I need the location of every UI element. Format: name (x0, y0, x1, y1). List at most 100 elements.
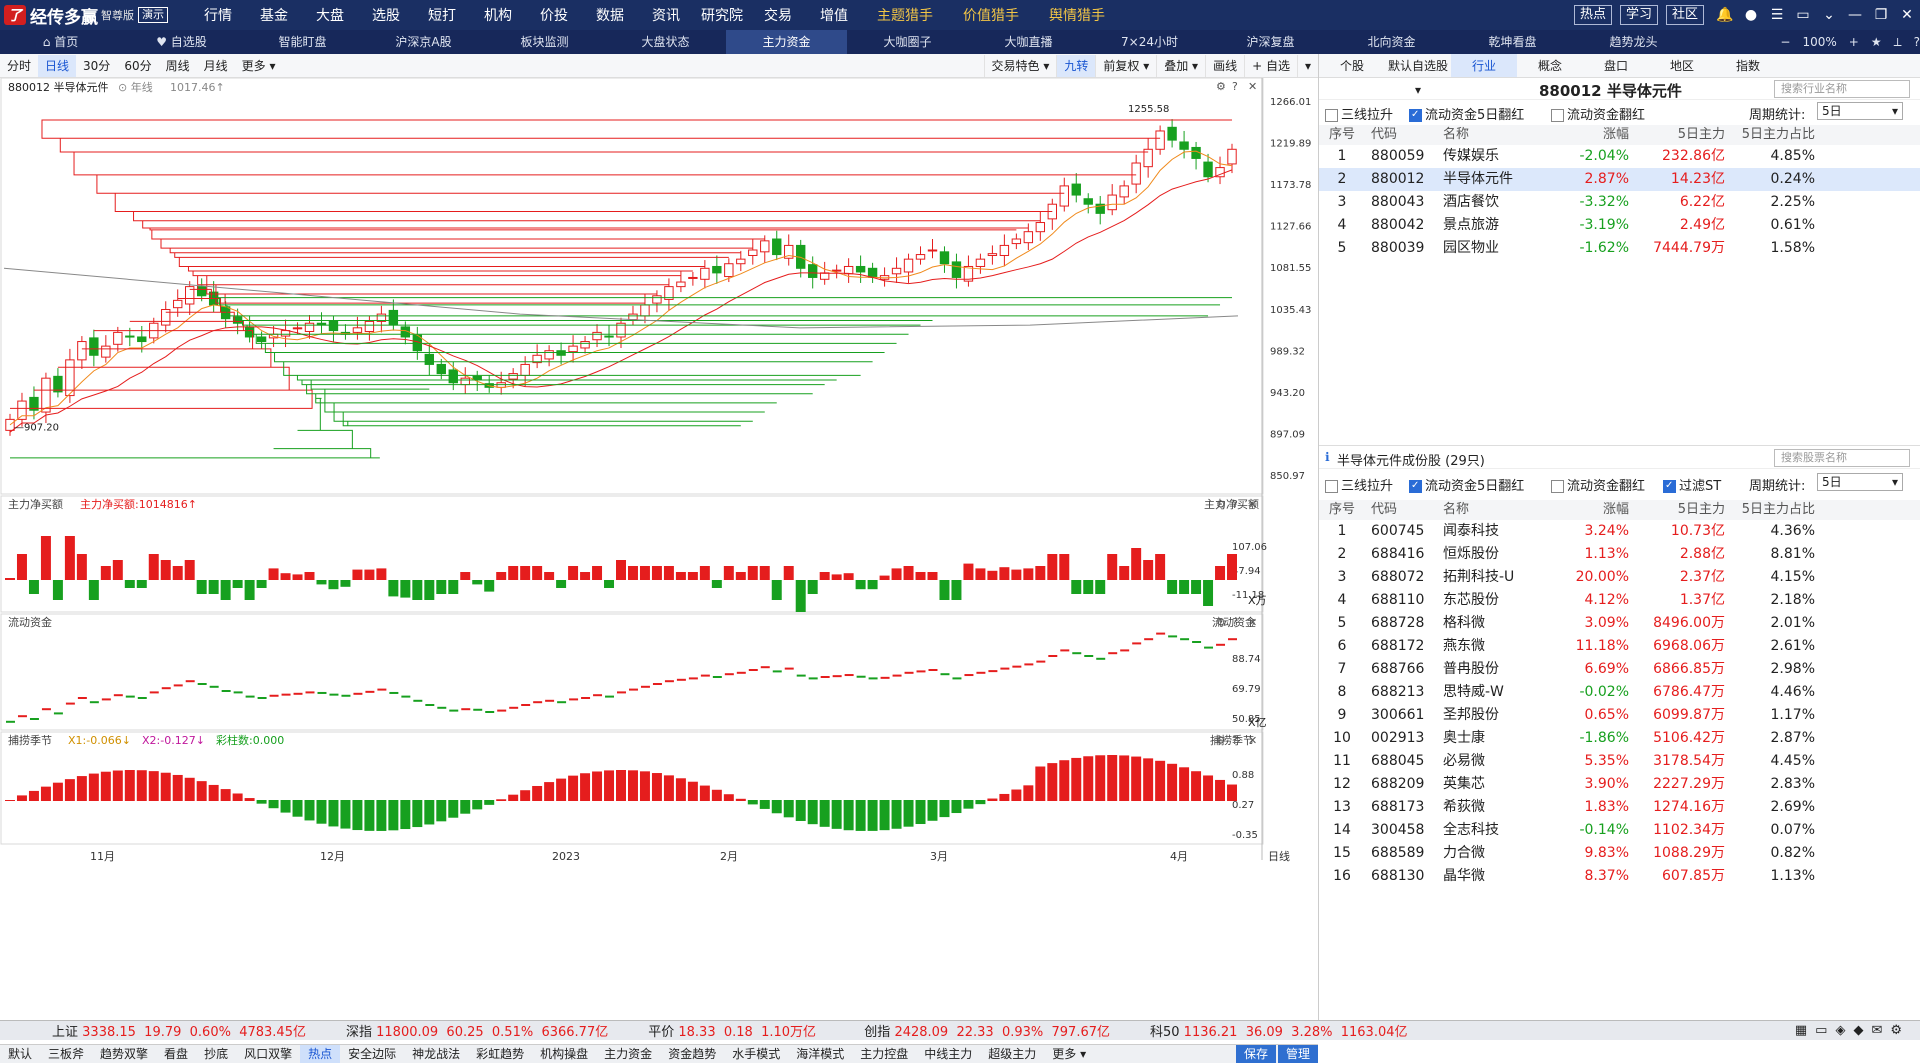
top-menu-item[interactable]: 行情 (204, 8, 232, 24)
table-row[interactable]: 7 688766 普冉股份 6.69% 6866.85万 2.98% (1319, 658, 1920, 681)
table-row[interactable]: 1 600745 闻泰科技 3.24% 10.73亿 4.36% (1319, 520, 1920, 543)
table-row[interactable]: 12 688209 英集芯 3.90% 2227.29万 2.83% (1319, 773, 1920, 796)
user-icon[interactable]: ● (1744, 7, 1758, 23)
sector-tab[interactable]: 指数 (1735, 59, 1760, 73)
chart-tool-button[interactable]: 画线 (1205, 55, 1244, 77)
indicator-tab[interactable]: 三板斧 (48, 1047, 85, 1061)
index-quote[interactable]: 深指 11800.09 60.25 0.51% 6366.77亿 (345, 1025, 609, 1040)
column-header[interactable]: 名称 (1443, 127, 1470, 142)
sector-tab[interactable]: 默认自选股 ▾ (1387, 59, 1448, 97)
index-quote[interactable]: 创指 2428.09 22.33 0.93% 797.67亿 (864, 1025, 1110, 1040)
chart-tool-button[interactable]: 交易特色 ▾ (983, 55, 1057, 77)
top-menu-item[interactable]: 数据 (596, 8, 624, 24)
period-tab[interactable]: 分时 (7, 58, 32, 73)
indicator-tab[interactable]: 趋势双擎 (100, 1047, 149, 1061)
index-quote[interactable]: 上证 3338.15 19.79 0.60% 4783.45亿 (52, 1025, 306, 1040)
top-menu-item[interactable]: 价投 (540, 8, 568, 24)
stock-filter-flow-5d[interactable]: 流动资金5日翻红 (1409, 475, 1524, 494)
top-menu-item[interactable]: 基金 (260, 8, 288, 24)
nav-item[interactable]: 大咖直播 (1004, 35, 1053, 49)
period-tab[interactable]: 60分 (124, 58, 152, 73)
close-icon[interactable]: ✕ (1901, 7, 1913, 23)
stock-filter-flow-red[interactable]: 流动资金翻红 (1551, 475, 1645, 494)
filter-flow-5d[interactable]: 流动资金5日翻红 (1409, 104, 1524, 123)
nav-item[interactable]: 沪深复盘 (1246, 35, 1295, 49)
nav-item[interactable]: ♥ 自选股 (156, 35, 207, 49)
sector-tab[interactable]: 行业 (1451, 54, 1517, 77)
top-menu-item-featured[interactable]: 舆情猎手 (1049, 8, 1105, 24)
zoom-out-icon[interactable]: − (1780, 35, 1791, 49)
column-header[interactable]: 代码 (1371, 502, 1398, 517)
table-row[interactable]: 3 688072 拓荆科技-U 20.00% 2.37亿 4.15% (1319, 566, 1920, 589)
table-row[interactable]: 3 880043 酒店餐饮 -3.32% 6.22亿 2.25% (1319, 191, 1920, 214)
help-icon[interactable]: ? (1913, 35, 1920, 49)
period-tab[interactable]: 日线 (38, 54, 77, 77)
top-menu-item[interactable]: 增值 (820, 8, 848, 24)
filter-flow-red[interactable]: 流动资金翻红 (1551, 104, 1645, 123)
nav-item[interactable]: 大盘状态 (641, 35, 690, 49)
stock-filter-three-line[interactable]: 三线拉升 (1325, 475, 1393, 494)
indicator-tab[interactable]: 主力资金 (604, 1047, 653, 1061)
layout-icon[interactable]: ▭ (1796, 7, 1810, 23)
table-row[interactable]: 16 688130 晶华微 8.37% 607.85万 1.13% (1319, 865, 1920, 888)
column-header[interactable]: 5日主力占比 (1741, 502, 1815, 517)
nav-item[interactable]: 趋势龙头 (1609, 35, 1658, 49)
indicator-tab[interactable]: 水手模式 (732, 1047, 781, 1061)
indicator-tab[interactable]: 默认 (8, 1047, 33, 1061)
stock-search-input[interactable]: 搜索股票名称 (1774, 449, 1910, 467)
indicator-tab[interactable]: 海洋模式 (796, 1047, 845, 1061)
menu-icon[interactable]: ☰ (1770, 7, 1784, 23)
indicator-tab[interactable]: 超级主力 (988, 1047, 1037, 1061)
period-select[interactable]: 5日 (1817, 102, 1903, 120)
sector-search-input[interactable]: 搜索行业名称 (1774, 80, 1910, 98)
table-row[interactable]: 13 688173 希荻微 1.83% 1274.16万 2.69% (1319, 796, 1920, 819)
nav-item[interactable]: 大咖圈子 (883, 35, 932, 49)
top-menu-item-featured[interactable]: 价值猎手 (963, 8, 1019, 24)
index-quote[interactable]: 平价 18.33 0.18 1.10万亿 (648, 1025, 825, 1040)
table-row[interactable]: 4 880042 景点旅游 -3.19% 2.49亿 0.61% (1319, 214, 1920, 237)
share-icon[interactable]: ⟂ (1893, 34, 1902, 49)
indicator-tab[interactable]: 风口双擎 (244, 1047, 293, 1061)
period-tab[interactable]: 周线 (165, 58, 190, 73)
zoom-in-icon[interactable]: + (1848, 35, 1859, 49)
table-row[interactable]: 2 880012 半导体元件 2.87% 14.23亿 0.24% (1319, 168, 1920, 191)
indicator-manage-button[interactable]: 管理 (1277, 1045, 1318, 1063)
indicator-tab[interactable]: 抄底 (204, 1047, 229, 1061)
chart-tool-button[interactable]: 九转 (1056, 55, 1096, 77)
nav-item[interactable]: 主力资金 (726, 30, 847, 54)
table-row[interactable]: 14 300458 全志科技 -0.14% 1102.34万 0.07% (1319, 819, 1920, 842)
stock-filter-st[interactable]: 过滤ST (1663, 475, 1721, 494)
table-row[interactable]: 6 688172 燕东微 11.18% 6968.06万 2.61% (1319, 635, 1920, 658)
fold-icon[interactable]: ⌄ (1823, 7, 1835, 23)
star-icon[interactable]: ★ (1870, 35, 1882, 49)
column-header[interactable]: 名称 (1443, 502, 1470, 517)
indicator-save-button[interactable]: 保存 (1235, 1045, 1276, 1063)
nav-item[interactable]: 沪深京A股 (395, 35, 452, 49)
index-quote[interactable]: 科50 1136.21 36.09 3.28% 1163.04亿 (1150, 1025, 1408, 1040)
indicator-tab[interactable]: 热点 (300, 1045, 341, 1063)
indicator-tab[interactable]: 机构操盘 (540, 1047, 589, 1061)
table-row[interactable]: 5 688728 格科微 3.09% 8496.00万 2.01% (1319, 612, 1920, 635)
chart-tool-button[interactable]: 前复权 ▾ (1095, 55, 1156, 77)
top-menu-item-featured[interactable]: 主题猎手 (877, 8, 933, 24)
indicator-tab[interactable]: 看盘 (164, 1047, 189, 1061)
nav-item[interactable]: 智能盯盘 (278, 35, 327, 49)
table-row[interactable]: 9 300661 圣邦股份 0.65% 6099.87万 1.17% (1319, 704, 1920, 727)
learn-button[interactable]: 学习 (1619, 5, 1658, 25)
column-header[interactable]: 5日主力占比 (1741, 127, 1815, 142)
period-tab[interactable]: 30分 (83, 58, 111, 73)
demo-badge[interactable]: 演示 (138, 7, 168, 23)
bell-icon[interactable]: 🔔 (1716, 7, 1734, 23)
chart-tool-button[interactable]: 叠加 ▾ (1156, 55, 1205, 77)
table-row[interactable]: 8 688213 思特威-W -0.02% 6786.47万 4.46% (1319, 681, 1920, 704)
nav-item[interactable]: 板块监测 (520, 35, 569, 49)
nav-item[interactable]: 7×24小时 (1121, 35, 1178, 49)
indicator-tab[interactable]: 中线主力 (924, 1047, 973, 1061)
stock-period-select[interactable]: 5日 (1817, 473, 1903, 491)
sector-tab[interactable]: 盘口 (1603, 59, 1628, 73)
filter-three-line[interactable]: 三线拉升 (1325, 104, 1393, 123)
top-menu-item[interactable]: 大盘 (316, 8, 344, 24)
table-row[interactable]: 1 880059 传媒娱乐 -2.04% 232.86亿 4.85% (1319, 145, 1920, 168)
nav-item[interactable]: ⌂ 首页 (42, 35, 79, 49)
indicator-tab[interactable]: 安全边际 (348, 1047, 397, 1061)
